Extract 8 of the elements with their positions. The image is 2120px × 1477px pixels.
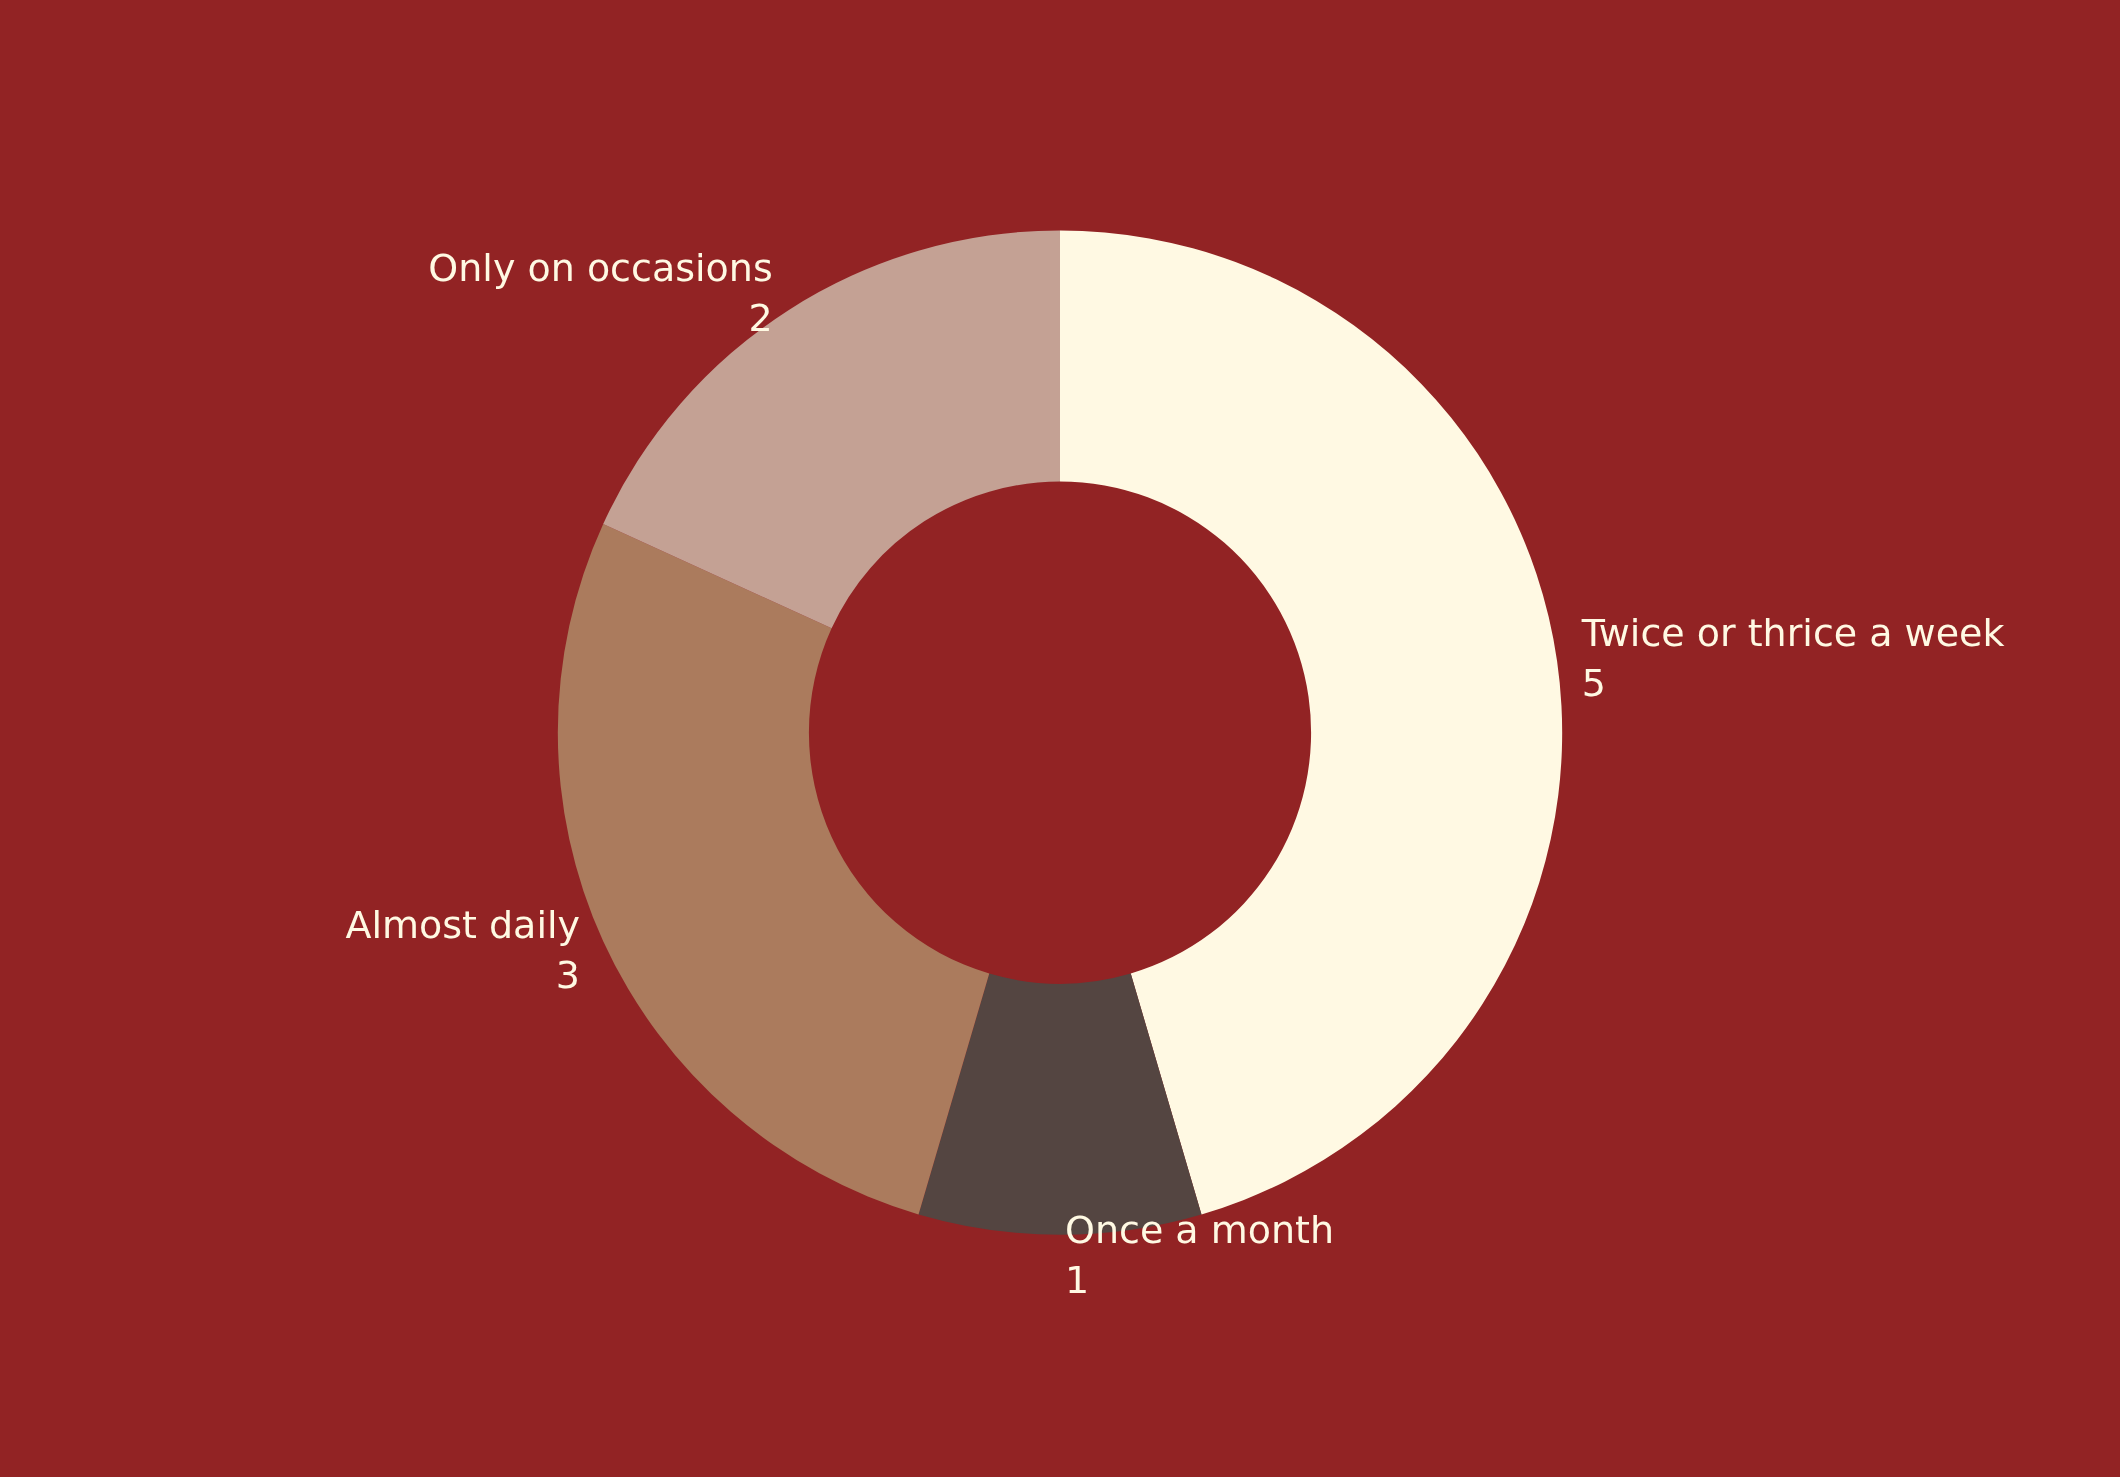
data-label: 1 [1065,1257,1090,1302]
slice-label: Almost daily [345,902,581,947]
data-label: 2 [748,296,773,341]
data-label: 5 [1581,661,1607,706]
slice-label: Twice or thrice a week [1580,611,2005,656]
data-label: 3 [555,952,581,997]
slice-label: Once a month [1065,1207,1335,1252]
slice-label: Only on occasions [428,246,773,291]
